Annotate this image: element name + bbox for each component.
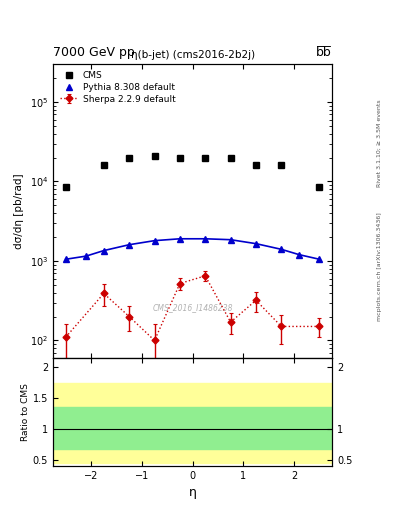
Line: Pythia 8.308 default: Pythia 8.308 default: [63, 236, 322, 262]
Text: b̅b̅: b̅b̅: [316, 46, 332, 59]
X-axis label: η: η: [189, 486, 196, 499]
Text: mcplots.cern.ch [arXiv:1306.3436]: mcplots.cern.ch [arXiv:1306.3436]: [377, 212, 382, 321]
Text: Rivet 3.1.10; ≥ 3.5M events: Rivet 3.1.10; ≥ 3.5M events: [377, 99, 382, 187]
Pythia 8.308 default: [101, 247, 106, 253]
Y-axis label: Ratio to CMS: Ratio to CMS: [21, 383, 30, 441]
CMS: [152, 153, 157, 159]
CMS: [101, 162, 106, 168]
Y-axis label: dσ/dη [pb/rad]: dσ/dη [pb/rad]: [14, 173, 24, 249]
Pythia 8.308 default: [253, 241, 258, 247]
Text: 7000 GeV pp: 7000 GeV pp: [53, 46, 135, 59]
Text: CMS_2016_I1486238: CMS_2016_I1486238: [152, 304, 233, 313]
Title: η(b-jet) (cms2016-2b2j): η(b-jet) (cms2016-2b2j): [130, 51, 255, 60]
Pythia 8.308 default: [152, 238, 157, 244]
Pythia 8.308 default: [228, 237, 233, 243]
Pythia 8.308 default: [63, 256, 68, 262]
CMS: [203, 155, 208, 161]
Pythia 8.308 default: [178, 236, 182, 242]
CMS: [127, 155, 132, 161]
CMS: [178, 155, 182, 161]
CMS: [228, 155, 233, 161]
Pythia 8.308 default: [127, 242, 132, 248]
Pythia 8.308 default: [279, 246, 284, 252]
Legend: CMS, Pythia 8.308 default, Sherpa 2.2.9 default: CMS, Pythia 8.308 default, Sherpa 2.2.9 …: [57, 69, 178, 106]
CMS: [317, 184, 322, 190]
Pythia 8.308 default: [297, 251, 301, 258]
Bar: [53, 408, 332, 449]
CMS: [279, 162, 284, 168]
Pythia 8.308 default: [203, 236, 208, 242]
CMS: [253, 162, 258, 168]
Pythia 8.308 default: [84, 253, 88, 259]
Line: CMS: CMS: [62, 153, 323, 190]
Pythia 8.308 default: [317, 256, 322, 262]
CMS: [63, 184, 68, 190]
Bar: [53, 383, 332, 463]
